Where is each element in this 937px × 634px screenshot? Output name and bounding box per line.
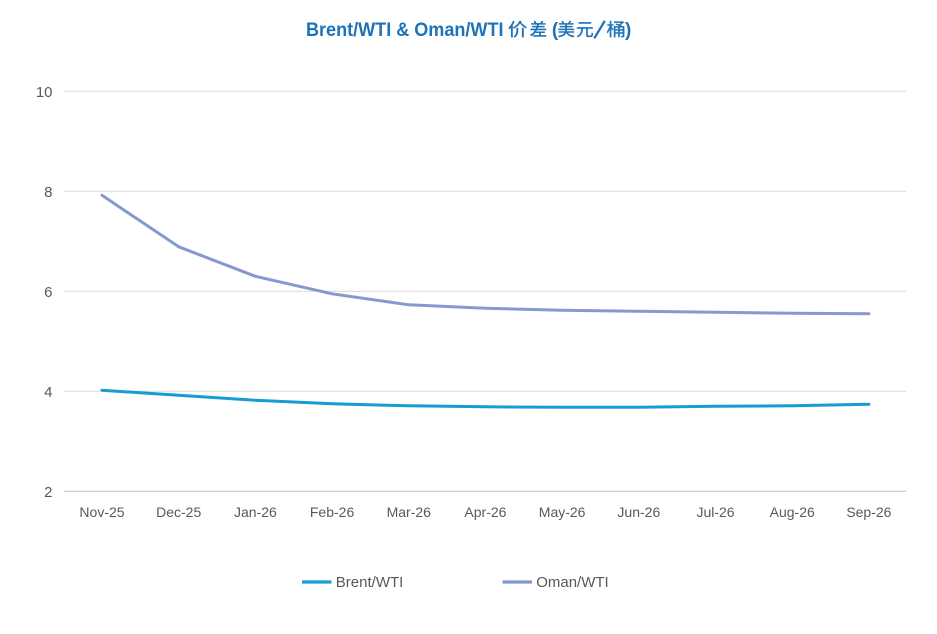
svg-text:Dec-25: Dec-25 <box>156 504 201 520</box>
svg-text:6: 6 <box>44 284 52 301</box>
svg-text:(: ( <box>552 20 559 41</box>
svg-text:Jan-26: Jan-26 <box>234 504 277 520</box>
svg-text:): ) <box>625 20 631 41</box>
svg-text:2: 2 <box>44 484 52 501</box>
svg-text:Mar-26: Mar-26 <box>387 504 432 520</box>
svg-text:Oman/WTI: Oman/WTI <box>536 574 609 591</box>
svg-text:10: 10 <box>36 84 53 101</box>
svg-text:Apr-26: Apr-26 <box>464 504 506 520</box>
svg-text:4: 4 <box>44 384 52 401</box>
svg-text:Brent/WTI & Oman/WTI: Brent/WTI & Oman/WTI <box>306 20 504 41</box>
svg-text:Brent/WTI: Brent/WTI <box>336 574 404 591</box>
svg-text:Jun-26: Jun-26 <box>617 504 660 520</box>
svg-text:Feb-26: Feb-26 <box>310 504 355 520</box>
svg-text:Jul-26: Jul-26 <box>696 504 734 520</box>
svg-text:8: 8 <box>44 184 52 201</box>
svg-text:Aug-26: Aug-26 <box>770 504 815 520</box>
svg-text:May-26: May-26 <box>539 504 586 520</box>
svg-text:Nov-25: Nov-25 <box>79 504 124 520</box>
svg-text:Sep-26: Sep-26 <box>846 504 891 520</box>
